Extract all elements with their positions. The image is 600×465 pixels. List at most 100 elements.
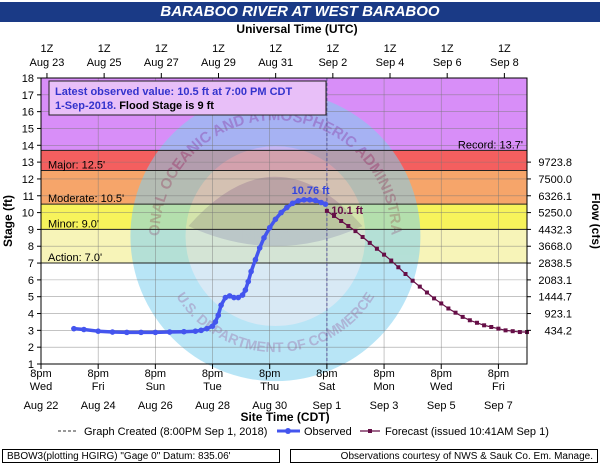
site-tick-time: 8pm (145, 368, 166, 380)
datum-footer: BBOW3(plotting HGIRG) "Gage 0" Datum: 83… (2, 449, 280, 463)
observed-point (198, 327, 204, 334)
observed-point (261, 235, 267, 241)
legend-observed-dot (285, 428, 291, 434)
site-tick-time: 8pm (431, 368, 452, 380)
utc-tick-date: Aug 31 (258, 57, 293, 69)
site-tick-time: 8pm (30, 368, 51, 380)
forecast-point (460, 314, 465, 319)
forecast-peak-label: 10.1 ft (331, 205, 363, 217)
observed-point (226, 293, 233, 299)
observed-point (289, 200, 296, 207)
flow-tick-label: 2083.1 (538, 275, 572, 287)
site-tick-day: Wed (30, 381, 52, 393)
y-tick-label: 8 (28, 241, 34, 253)
utc-tick-hour: 1Z (155, 43, 168, 55)
forecast-point (332, 213, 337, 218)
site-tick-time: 8pm (87, 368, 108, 380)
observed-point (312, 197, 319, 204)
moderate-stage-label: Moderate: 10.5' (48, 193, 124, 205)
y-tick-label: 12 (22, 174, 34, 186)
forecast-point (510, 329, 515, 334)
latest-value-box (48, 80, 327, 116)
flow-axis-title: Flow (cfs) (589, 193, 600, 249)
y-tick-label: 6 (28, 275, 34, 287)
latest-date: 1-Sep-2018. (55, 100, 116, 112)
site-time-axis-title: Site Time (CDT) (240, 410, 329, 424)
observed-point (306, 197, 313, 203)
observed-point (242, 287, 249, 293)
site-tick-date: Sep 3 (370, 400, 399, 412)
flow-tick-label: 9723.8 (538, 157, 572, 169)
forecast-point (446, 306, 451, 311)
utc-tick-hour: 1Z (326, 43, 339, 55)
forecast-point (360, 234, 365, 239)
observed-point (152, 329, 159, 336)
watermark-bird (188, 176, 363, 247)
observed-point (248, 268, 254, 275)
flow-tick-label: 3668.0 (538, 241, 572, 253)
utc-tick-date: Aug 27 (144, 57, 179, 69)
observed-point (95, 328, 101, 334)
observed-point (295, 198, 302, 204)
observed-point (318, 199, 324, 206)
observed-point (123, 329, 130, 336)
observed-point (212, 319, 219, 325)
observed-point (81, 326, 87, 333)
y-tick-label: 1 (28, 359, 34, 371)
observed-point (231, 294, 237, 301)
observed-point (138, 329, 144, 336)
forecast-point (382, 252, 387, 257)
forecast-point (346, 224, 351, 229)
observed-point (192, 328, 199, 334)
site-tick-day: Fri (92, 381, 105, 393)
plot-frame (40, 77, 528, 365)
flood-stage-note: Flood Stage is 9 ft (116, 100, 214, 112)
minor-stage-label: Minor: 9.0' (48, 218, 99, 230)
y-tick-label: 10 (22, 208, 34, 220)
site-tick-day: Sat (319, 381, 336, 393)
flow-tick-label: 6326.1 (538, 191, 572, 203)
site-tick-time: 8pm (316, 368, 337, 380)
forecast-point (432, 296, 437, 301)
forecast-point (353, 229, 358, 234)
legend-forecast-label: Forecast (issued 10:41AM Sep 1) (385, 426, 549, 438)
forecast-point (439, 301, 444, 306)
observed-point (109, 329, 116, 335)
site-tick-day: Fri (492, 381, 505, 393)
utc-tick-hour: 1Z (98, 43, 111, 55)
latest-value-text: Latest observed value: 10.5 ft at 7:00 P… (55, 86, 292, 98)
forecast-point (324, 208, 329, 213)
site-tick-date: Sep 5 (427, 400, 456, 412)
y-tick-label: 13 (22, 157, 34, 169)
utc-tick-date: Sep 8 (490, 57, 519, 69)
y-tick-label: 11 (23, 191, 34, 203)
observed-point (204, 325, 210, 332)
y-tick-label: 7 (28, 258, 34, 270)
observed-point (256, 245, 263, 251)
y-tick-label: 15 (22, 123, 34, 135)
flow-tick-label: 1444.7 (538, 292, 572, 304)
site-tick-date: Aug 30 (252, 400, 287, 412)
forecast-point (489, 324, 494, 329)
forecast-point (424, 290, 429, 295)
observed-point (218, 302, 224, 308)
forecast-point (410, 278, 415, 283)
forecast-point (389, 258, 394, 263)
forecast-point (339, 219, 344, 223)
observed-point (266, 224, 273, 231)
observed-peak-label: 10.76 ft (292, 185, 330, 197)
site-tick-date: Sep 7 (484, 400, 513, 412)
forecast-point (417, 284, 422, 289)
forecast-point (496, 326, 501, 331)
y-tick-label: 4 (28, 309, 34, 321)
site-tick-day: Tue (203, 381, 222, 393)
site-tick-time: 8pm (259, 368, 280, 380)
flow-tick-label: 4432.3 (538, 224, 572, 236)
flow-tick-label: 434.2 (544, 325, 572, 337)
utc-tick-date: Aug 23 (30, 57, 65, 69)
observed-point (209, 323, 216, 329)
site-tick-time: 8pm (373, 368, 394, 380)
y-tick-label: 14 (22, 140, 34, 152)
site-tick-time: 8pm (202, 368, 223, 380)
forecast-point (474, 320, 479, 325)
